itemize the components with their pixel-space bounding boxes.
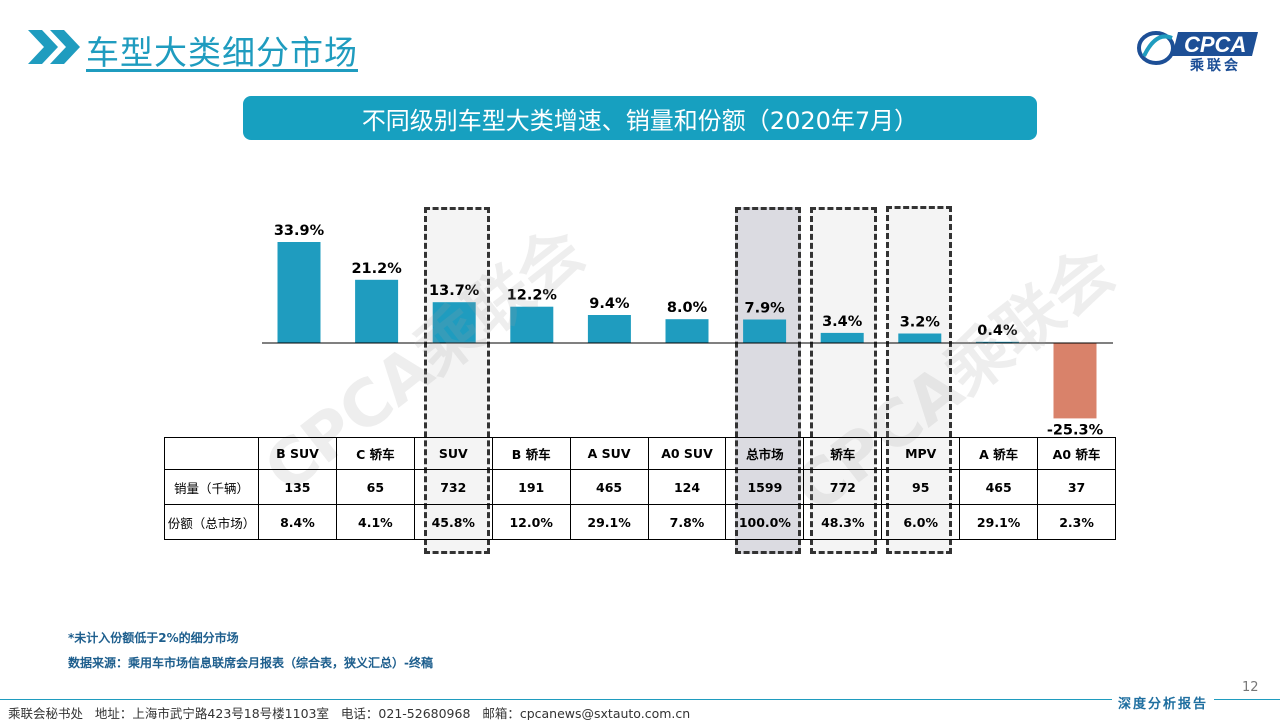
table-cell: 37 xyxy=(1037,469,1116,505)
bar-3 xyxy=(432,302,476,343)
table-cell: 465 xyxy=(959,469,1039,505)
table-cell: 12.0% xyxy=(491,504,571,540)
data-label-8: 3.4% xyxy=(822,314,863,330)
table-cell: 7.8% xyxy=(647,504,727,540)
page-title: 车型大类细分市场 xyxy=(86,33,358,72)
table-cell: 29.1% xyxy=(959,504,1039,540)
table-header-cell: B SUV xyxy=(258,437,337,470)
bar-9 xyxy=(898,333,942,343)
bar-5 xyxy=(587,315,631,343)
bar-7 xyxy=(743,319,787,343)
table-row-sales: 销量（千辆） 135 65 732 191 465 124 1599 772 9… xyxy=(164,469,1116,505)
data-label-3: 13.7% xyxy=(429,283,480,299)
cpca-logo xyxy=(1137,31,1258,65)
footer-tag: 深度分析报告 xyxy=(1112,693,1215,712)
table-cell: 465 xyxy=(569,469,649,505)
table-header-cell: 总市场 xyxy=(725,437,805,470)
table-cell: 124 xyxy=(647,469,727,505)
table-row-share: 份额（总市场） 8.4% 4.1% 45.8% 12.0% 29.1% 7.8%… xyxy=(164,504,1116,540)
table-cell: 100.0% xyxy=(725,504,805,540)
chart-banner: 不同级别车型大类增速、销量和份额（2020年7月） xyxy=(243,96,1037,140)
double-chevron-icon xyxy=(28,30,80,64)
table-cell: 2.3% xyxy=(1037,504,1116,540)
table-cell: 65 xyxy=(335,469,415,505)
data-label-4: 12.2% xyxy=(507,288,558,304)
table-cell: 6.0% xyxy=(881,504,961,540)
table-cell: 1599 xyxy=(725,469,805,505)
logo-text: CPCA xyxy=(1184,32,1247,57)
data-label-1: 33.9% xyxy=(274,223,325,239)
table-header-cell: A0 轿车 xyxy=(1037,437,1116,470)
data-label-7: 7.9% xyxy=(744,301,785,317)
logo-subtext: 乘联会 xyxy=(1190,58,1241,74)
footer-divider xyxy=(0,699,1280,700)
table-header-cell: 轿车 xyxy=(803,437,883,470)
data-label-5: 9.4% xyxy=(589,296,630,312)
bar-1 xyxy=(277,242,321,343)
table-cell: 732 xyxy=(413,469,493,505)
footer-contact: 乘联会秘书处 地址：上海市武宁路423号18号楼1103室 电话：021-526… xyxy=(8,706,691,720)
data-source-note: 数据来源：乘用车市场信息联席会月报表（综合表，狭义汇总）-终稿 xyxy=(68,656,433,670)
table-cell: 48.3% xyxy=(803,504,883,540)
table-cell: 95 xyxy=(881,469,961,505)
data-label-10: 0.4% xyxy=(977,323,1018,339)
data-label-2: 21.2% xyxy=(351,261,402,277)
table-header-cell: MPV xyxy=(881,437,961,470)
bar-10 xyxy=(975,341,1019,343)
table-header-cell: A SUV xyxy=(569,437,649,470)
table-row-label: 份额（总市场） xyxy=(164,504,259,540)
bar-11 xyxy=(1053,343,1097,419)
data-label-11: -25.3% xyxy=(1047,422,1104,438)
table-header-cell: C 轿车 xyxy=(335,437,415,470)
table-header-row: B SUV C 轿车 SUV B 轿车 A SUV A0 SUV 总市场 轿车 … xyxy=(164,437,1116,470)
table-cell: 4.1% xyxy=(335,504,415,540)
table-cell: 135 xyxy=(258,469,337,505)
table-cell: 8.4% xyxy=(258,504,337,540)
footnote: *未计入份额低于2%的细分市场 xyxy=(68,631,239,645)
page-number: 12 xyxy=(1242,680,1259,695)
bar-6 xyxy=(665,319,709,343)
data-label-6: 8.0% xyxy=(667,300,708,316)
table-cell: 45.8% xyxy=(413,504,493,540)
table-header-cell: A0 SUV xyxy=(647,437,727,470)
data-label-9: 3.2% xyxy=(900,315,941,331)
table-header-cell: A 轿车 xyxy=(959,437,1039,470)
table-cell: 772 xyxy=(803,469,883,505)
bar-4 xyxy=(510,306,554,343)
table-cell: 191 xyxy=(491,469,571,505)
table-row-label: 销量（千辆） xyxy=(164,469,259,505)
table-cell: 29.1% xyxy=(569,504,649,540)
table-header-cell: B 轿车 xyxy=(491,437,571,470)
bar-2 xyxy=(355,279,399,343)
table-header-cell: SUV xyxy=(413,437,493,470)
data-table: B SUV C 轿车 SUV B 轿车 A SUV A0 SUV 总市场 轿车 … xyxy=(164,437,1116,540)
bar-8 xyxy=(820,332,864,343)
table-corner-cell xyxy=(164,437,259,470)
